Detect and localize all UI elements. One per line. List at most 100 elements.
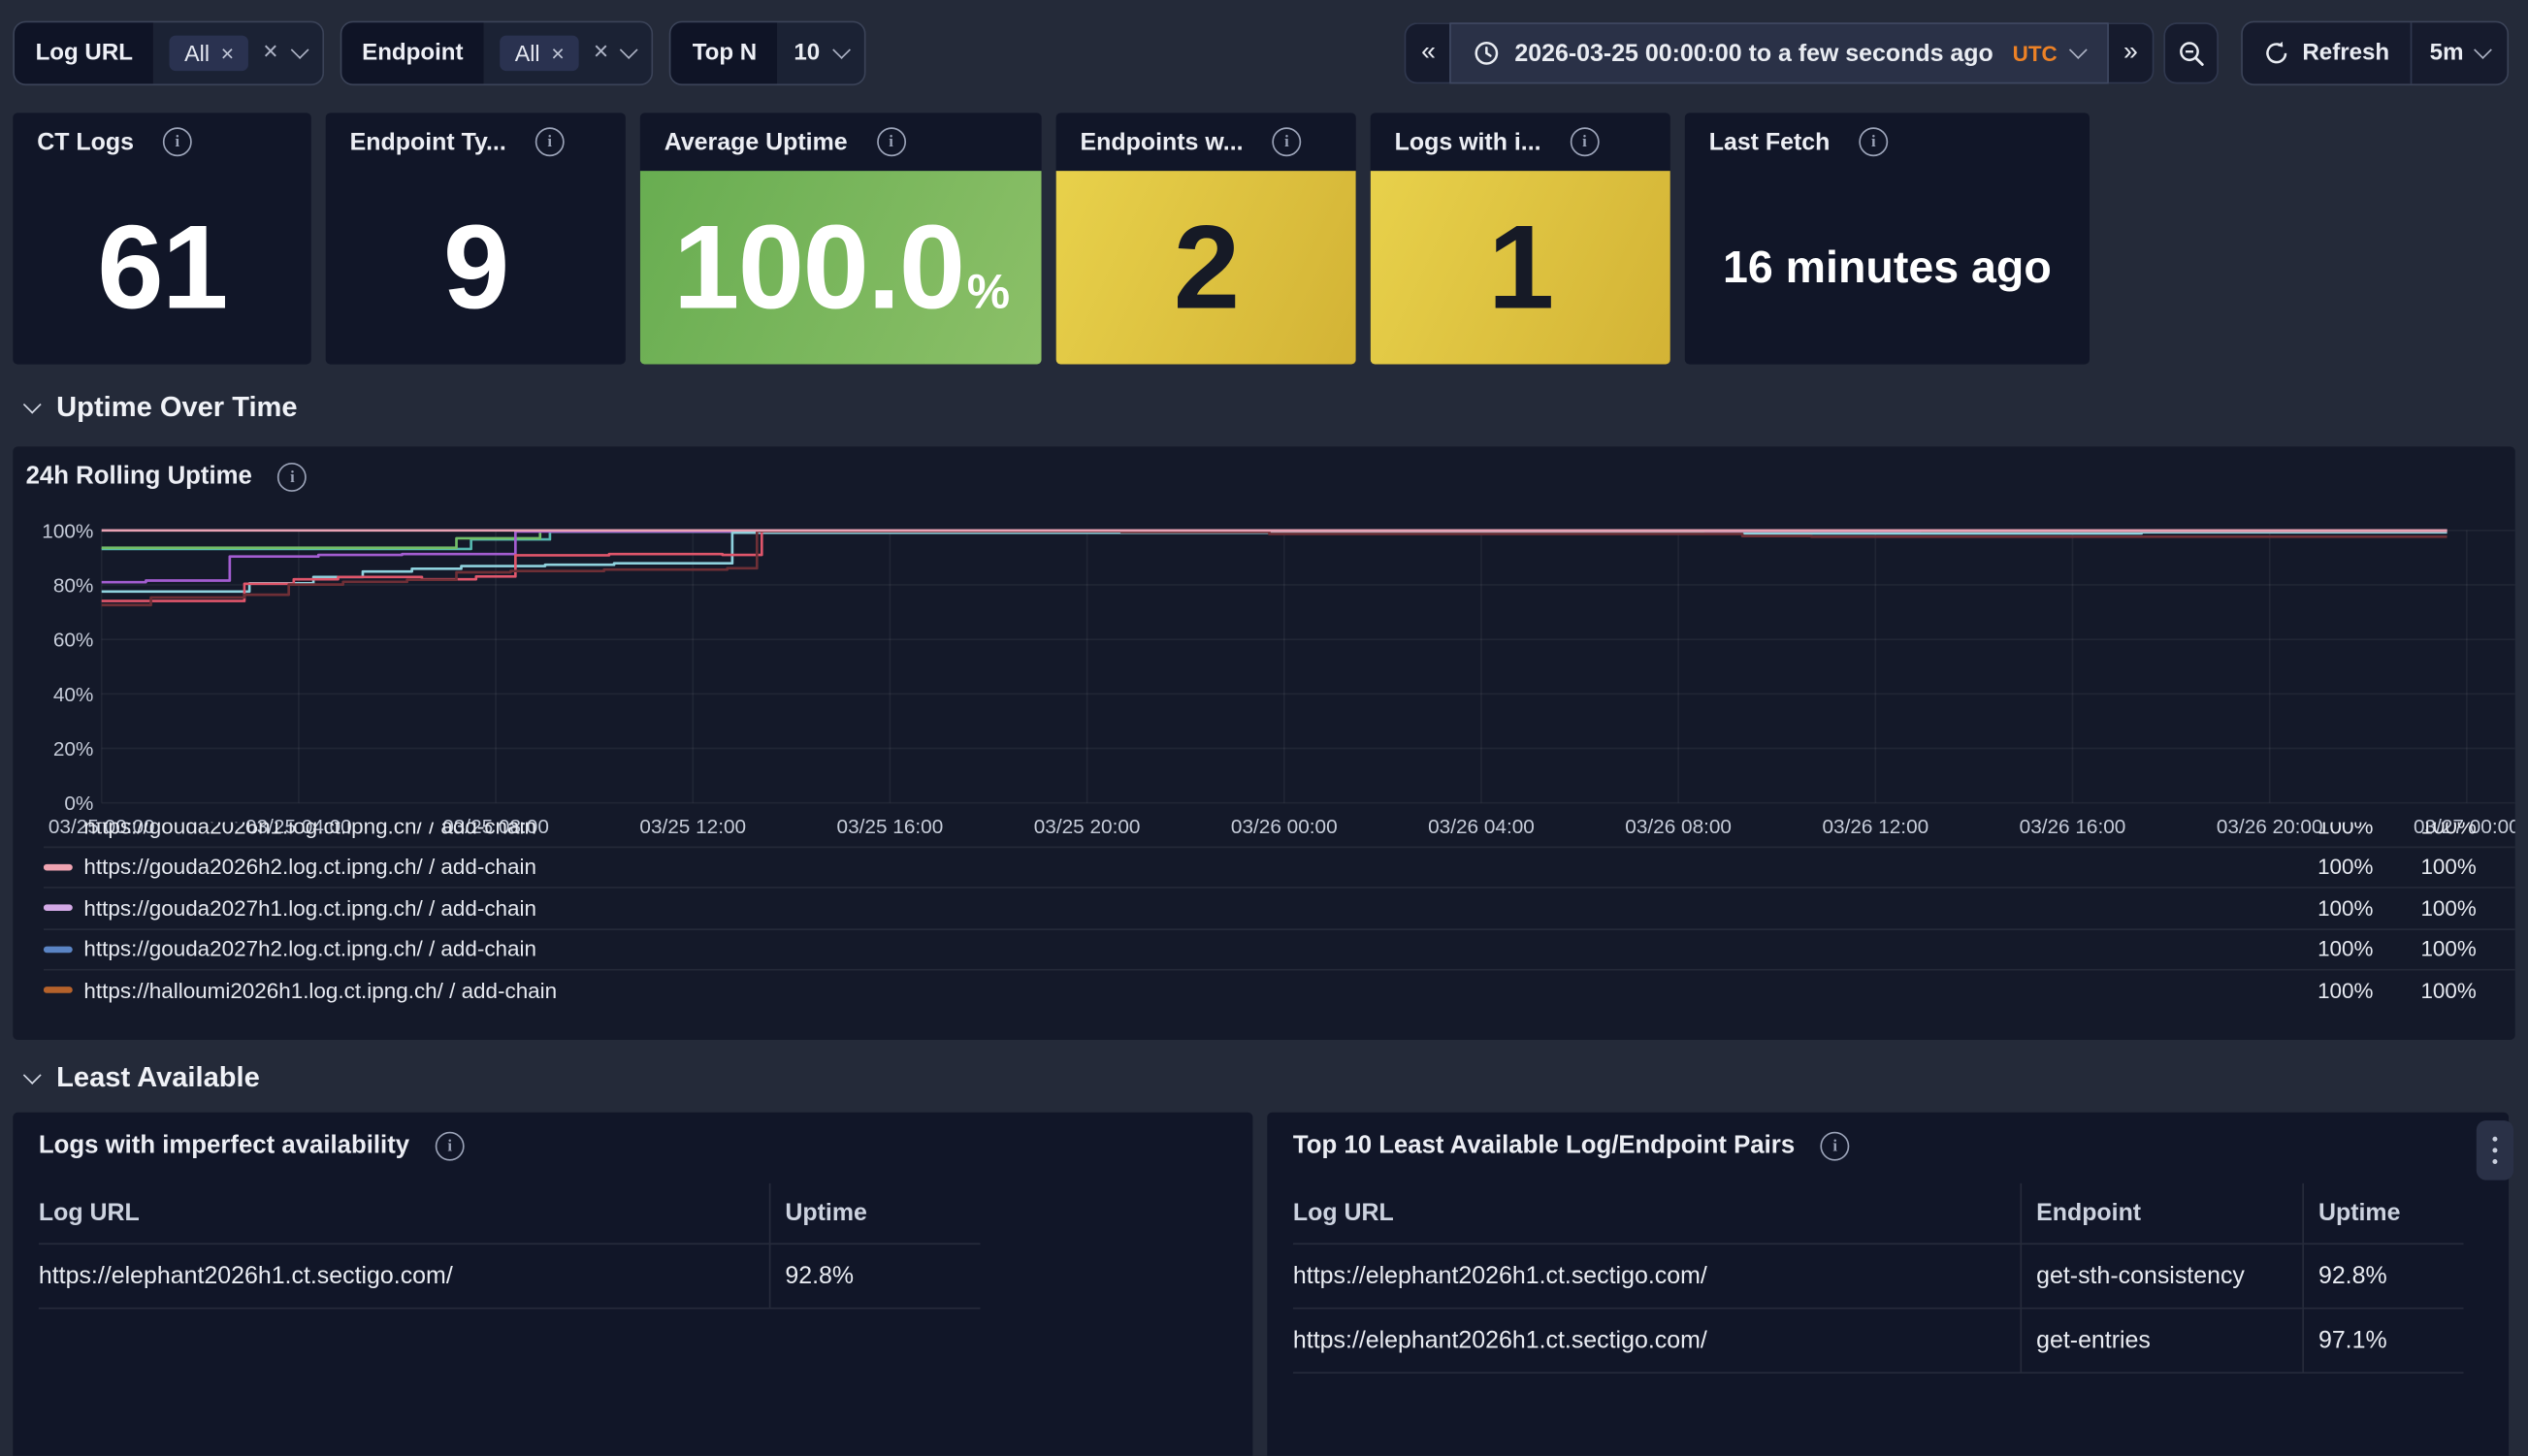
time-shift-back-button[interactable]: « (1405, 22, 1450, 83)
column-header[interactable]: Uptime (769, 1183, 981, 1243)
legend-value-2: 100% (2373, 823, 2476, 838)
info-icon[interactable]: i (163, 127, 192, 156)
chart-series-purple (102, 531, 2447, 582)
zoom-out-icon (2178, 40, 2205, 67)
column-header[interactable]: Log URL (39, 1183, 769, 1243)
legend-series-swatch (44, 946, 73, 953)
legend-item[interactable]: https://gouda2027h1.log.ct.ipng.ch/ / ad… (44, 887, 2515, 927)
stat-value: 61 (97, 208, 226, 327)
legend-item[interactable]: https://gouda2026h1.log.ct.ipng.ch/ / ad… (44, 823, 2515, 846)
time-controls: « 2026-03-25 00:00:00 to a few seconds a… (1405, 22, 2509, 83)
info-icon[interactable]: i (535, 127, 565, 156)
panel-menu-button[interactable] (2477, 1120, 2513, 1180)
table-cell: 92.8% (2302, 1245, 2463, 1308)
table-header-row: Log URLUptime (39, 1183, 981, 1245)
table-cell: https://elephant2026h1.ct.sectigo.com/ (1293, 1245, 2021, 1308)
table-cell: 97.1% (2302, 1310, 2463, 1373)
info-icon[interactable]: i (1859, 127, 1888, 156)
legend-value-2: 100% (2373, 896, 2476, 921)
imperfect-availability-panel: Logs with imperfect availability i Log U… (13, 1113, 1252, 1456)
table-row: https://elephant2026h1.ct.sectigo.com/ge… (1293, 1310, 2464, 1374)
top-n-control: Top N 10 (669, 21, 864, 85)
panel-title: Logs with i... (1395, 128, 1541, 155)
chevron-down-icon[interactable] (2474, 41, 2492, 59)
table-cell: https://elephant2026h1.ct.sectigo.com/ (39, 1245, 769, 1308)
legend-value-2: 100% (2373, 855, 2476, 879)
filter-log-url-tag[interactable]: All× (170, 36, 248, 72)
filter-endpoint: Endpoint All× × (340, 21, 654, 85)
time-shift-forward-button[interactable]: » (2109, 22, 2155, 83)
stat-value: 9 (443, 208, 508, 327)
info-icon[interactable]: i (277, 463, 307, 492)
legend-series-label: https://gouda2027h1.log.ct.ipng.ch/ / ad… (83, 896, 2260, 921)
panel-title: Endpoint Ty... (350, 128, 506, 155)
filter-log-url-label: Log URL (15, 22, 154, 83)
uptime-chart-panel: 24h Rolling Uptime i 100%80%60%40%20%0%0… (13, 446, 2514, 1040)
legend-value-2: 100% (2373, 978, 2476, 1002)
legend-value-1: 100% (2260, 896, 2373, 921)
dashboard-toolbar: Log URL All× × Endpoint All× × Top N 10 (13, 22, 2509, 83)
column-header[interactable]: Endpoint (2020, 1183, 2302, 1243)
chevron-down-icon[interactable] (831, 41, 850, 59)
info-icon[interactable]: i (1272, 127, 1301, 156)
legend-item[interactable]: https://gouda2026h2.log.ct.ipng.ch/ / ad… (44, 846, 2515, 887)
refresh-button[interactable]: Refresh (2243, 22, 2411, 83)
table-cell: get-sth-consistency (2020, 1245, 2302, 1308)
info-icon[interactable]: i (1571, 127, 1600, 156)
filter-endpoint-tag[interactable]: All× (501, 36, 579, 72)
chevron-down-icon[interactable] (290, 41, 308, 59)
chart-series-light-cyan (102, 533, 2447, 592)
legend-series-swatch (44, 987, 73, 994)
stat-value: 1 (1488, 208, 1553, 327)
stat-value-suffix: % (967, 270, 1009, 318)
timezone-label[interactable]: UTC (2013, 41, 2058, 65)
legend-item[interactable]: https://gouda2027h2.log.ct.ipng.ch/ / ad… (44, 927, 2515, 968)
section-title: Least Available (56, 1061, 260, 1095)
filter-clear-icon[interactable]: × (594, 41, 609, 67)
stat-panel-logs-with-issues: Logs with i... i 1 (1371, 113, 1670, 364)
legend-series-label: https://gouda2026h2.log.ct.ipng.ch/ / ad… (83, 855, 2260, 879)
stat-panel-ct-logs: CT Logsi 61 (13, 113, 310, 364)
time-range-picker[interactable]: 2026-03-25 00:00:00 to a few seconds ago… (1450, 22, 2109, 83)
column-header[interactable]: Log URL (1293, 1183, 2021, 1243)
legend-value-2: 100% (2373, 937, 2476, 961)
tag-remove-icon[interactable]: × (221, 42, 235, 64)
panel-title: Endpoints w... (1081, 128, 1244, 155)
filter-endpoint-value[interactable]: All× × (484, 22, 652, 83)
refresh-interval-dropdown[interactable]: 5m (2411, 22, 2508, 83)
info-icon[interactable]: i (877, 127, 906, 156)
legend-series-swatch (44, 823, 73, 829)
chevron-down-icon (23, 1066, 42, 1084)
y-axis-tick-label: 100% (42, 520, 93, 542)
imperfect-availability-table: Log URLUptimehttps://elephant2026h1.ct.s… (39, 1183, 981, 1310)
chevron-down-icon[interactable] (620, 41, 638, 59)
info-icon[interactable]: i (1821, 1132, 1850, 1161)
panel-title: Logs with imperfect availability (39, 1132, 409, 1161)
refresh-controls: Refresh 5m (2241, 21, 2509, 85)
legend-value-1: 100% (2260, 823, 2373, 838)
filter-log-url-value[interactable]: All× × (154, 22, 322, 83)
section-header-uptime-over-time[interactable]: Uptime Over Time (26, 390, 298, 424)
chart-series-red (102, 531, 2447, 600)
tag-remove-icon[interactable]: × (551, 42, 565, 64)
time-zoom-out-button[interactable] (2163, 22, 2219, 83)
column-header[interactable]: Uptime (2302, 1183, 2463, 1243)
top-n-value[interactable]: 10 (778, 22, 863, 83)
time-range-text: 2026-03-25 00:00:00 to a few seconds ago (1514, 40, 1993, 67)
filter-clear-icon[interactable]: × (263, 41, 278, 67)
panel-title: 24h Rolling Uptime (26, 463, 252, 492)
y-axis-tick-label: 80% (53, 574, 94, 597)
y-axis-tick-label: 0% (64, 793, 93, 815)
legend-item[interactable]: https://halloumi2026h1.log.ct.ipng.ch/ /… (44, 969, 2515, 1010)
top10-pairs-table: Log URLEndpointUptimehttps://elephant202… (1293, 1183, 2464, 1374)
legend-value-1: 100% (2260, 855, 2373, 879)
uptime-timeseries-chart[interactable]: 100%80%60%40%20%0%03/25 00:0003/25 04:00… (13, 516, 2514, 847)
section-header-least-available[interactable]: Least Available (26, 1061, 260, 1095)
stat-value: 2 (1174, 208, 1239, 327)
chevron-down-icon[interactable] (2069, 41, 2088, 59)
stat-value: 100.0% (673, 208, 1008, 327)
legend-series-label: https://halloumi2026h1.log.ct.ipng.ch/ /… (83, 978, 2260, 1002)
table-header-row: Log URLEndpointUptime (1293, 1183, 2464, 1245)
info-icon[interactable]: i (436, 1132, 465, 1161)
y-axis-tick-label: 20% (53, 738, 94, 760)
